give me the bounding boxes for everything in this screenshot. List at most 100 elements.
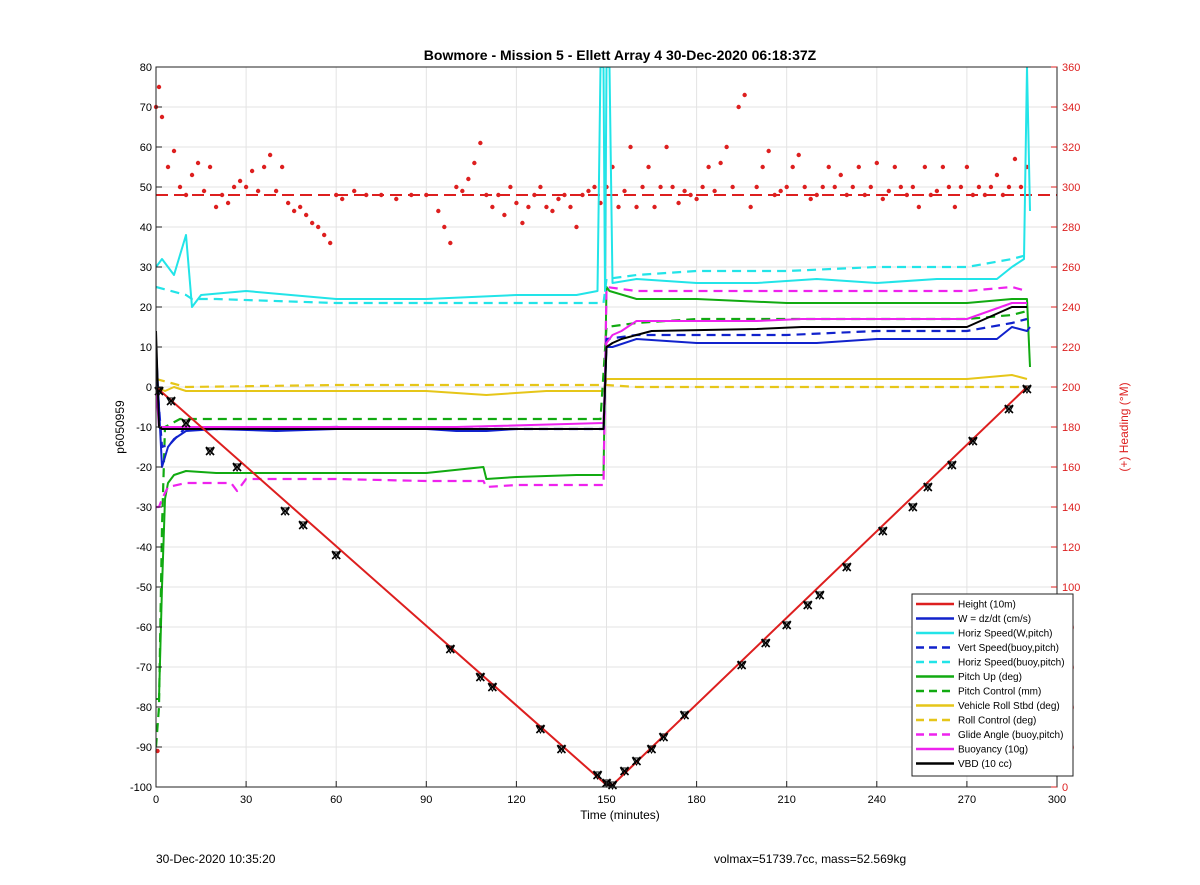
heading-point	[652, 204, 657, 210]
heading-point	[952, 204, 958, 210]
marker-triangle	[166, 397, 176, 407]
right-tick-label: 0	[1062, 782, 1068, 794]
heading-point	[862, 192, 867, 198]
heading-point	[784, 184, 789, 190]
heading-point	[796, 152, 801, 158]
legend-label: Roll Control (deg)	[958, 716, 1036, 727]
heading-point	[454, 184, 459, 190]
marker-triangle	[907, 503, 918, 513]
heading-point	[664, 144, 669, 150]
marker-triangle	[607, 781, 618, 791]
heading-point	[177, 184, 183, 190]
heading-point	[327, 240, 333, 246]
heading-point	[742, 92, 747, 98]
heading-point	[309, 220, 315, 226]
right-tick-label: 360	[1062, 62, 1080, 74]
series-line-1	[156, 326, 1031, 468]
heading-point	[171, 148, 177, 154]
heading-point	[1012, 156, 1018, 162]
right-tick-label: 100	[1062, 582, 1080, 594]
marker-triangle	[760, 639, 771, 649]
heading-point	[201, 188, 207, 194]
heading-point	[970, 192, 976, 198]
right-tick-label: 220	[1062, 342, 1080, 354]
heading-point	[916, 204, 922, 210]
heading-point	[297, 204, 303, 210]
heading-point	[514, 200, 519, 206]
heading-point	[532, 192, 537, 198]
heading-point	[718, 160, 723, 166]
left-tick-label: 0	[146, 382, 152, 394]
heading-point	[255, 188, 261, 194]
series-line-6	[156, 309, 1028, 748]
legend-label: Vert Speed(buoy,pitch)	[958, 643, 1059, 654]
marker-triangle	[802, 601, 813, 611]
series-line-11	[156, 306, 1027, 430]
marker-triangle	[877, 527, 888, 537]
x-axis-ticks: 0 30 60 90 120 150 180 210 240 270 300	[153, 781, 1066, 806]
marker-triangle	[556, 745, 567, 755]
heading-point	[868, 184, 873, 190]
heading-point	[994, 172, 1000, 178]
heading-point	[724, 144, 729, 150]
heading-point	[544, 204, 549, 210]
marker-triangle	[205, 447, 215, 457]
heading-point	[207, 164, 213, 170]
heading-point	[508, 184, 513, 190]
legend-label: Vehicle Roll Stbd (deg)	[958, 701, 1060, 712]
heading-point	[658, 184, 663, 190]
heading-point	[237, 178, 243, 184]
legend-label: VBD (10 cc)	[958, 759, 1012, 770]
left-tick-label: -30	[136, 502, 152, 514]
heading-point	[712, 188, 717, 194]
heading-point	[766, 148, 771, 154]
heading-point	[592, 184, 597, 190]
marker-triangle	[154, 387, 164, 397]
heading-point	[586, 188, 591, 194]
left-tick-label: 70	[140, 102, 152, 114]
left-axis-ticks: -100-90-80-70-60-50-40-30-20-10010203040…	[130, 62, 162, 794]
heading-point	[520, 220, 525, 226]
heading-point	[856, 164, 861, 170]
marker-triangle	[331, 551, 342, 561]
left-tick-label: -60	[136, 622, 152, 634]
series-line-10	[156, 302, 1027, 428]
heading-point	[303, 212, 309, 218]
heading-point	[700, 184, 705, 190]
heading-point	[568, 204, 573, 210]
heading-point	[243, 184, 249, 190]
marker-triangle	[631, 757, 642, 767]
right-tick-label: 120	[1062, 542, 1080, 554]
legend-label: W = dz/dt (cm/s)	[958, 614, 1031, 625]
heading-point	[291, 208, 297, 214]
heading-point	[910, 184, 916, 190]
marker-triangle	[968, 437, 978, 447]
heading-point	[934, 188, 940, 194]
legend-label: Pitch Up (deg)	[958, 672, 1022, 683]
marker-triangle	[646, 745, 657, 755]
heading-point	[832, 184, 837, 190]
left-tick-label: 30	[140, 262, 152, 274]
heading-point	[1018, 184, 1024, 190]
heading-point	[315, 224, 321, 230]
heading-point	[466, 176, 471, 182]
heading-point	[976, 184, 982, 190]
heading-point	[754, 184, 759, 190]
marker-triangle	[947, 461, 957, 471]
series-line-4	[156, 253, 1028, 305]
footer-params: volmax=51739.7cc, mass=52.569kg	[714, 852, 907, 866]
marker-layer	[154, 384, 1032, 791]
marker-triangle	[679, 711, 690, 721]
marker-triangle	[736, 661, 747, 671]
heading-point	[682, 188, 687, 194]
heading-point	[922, 164, 928, 170]
heading-point	[646, 164, 651, 170]
marker-triangle	[232, 463, 242, 473]
heading-point	[640, 184, 645, 190]
heading-point	[261, 164, 267, 170]
marker-triangle	[298, 521, 309, 531]
heading-point	[826, 164, 831, 170]
heading-point	[379, 192, 384, 198]
marker-triangle	[475, 673, 486, 683]
